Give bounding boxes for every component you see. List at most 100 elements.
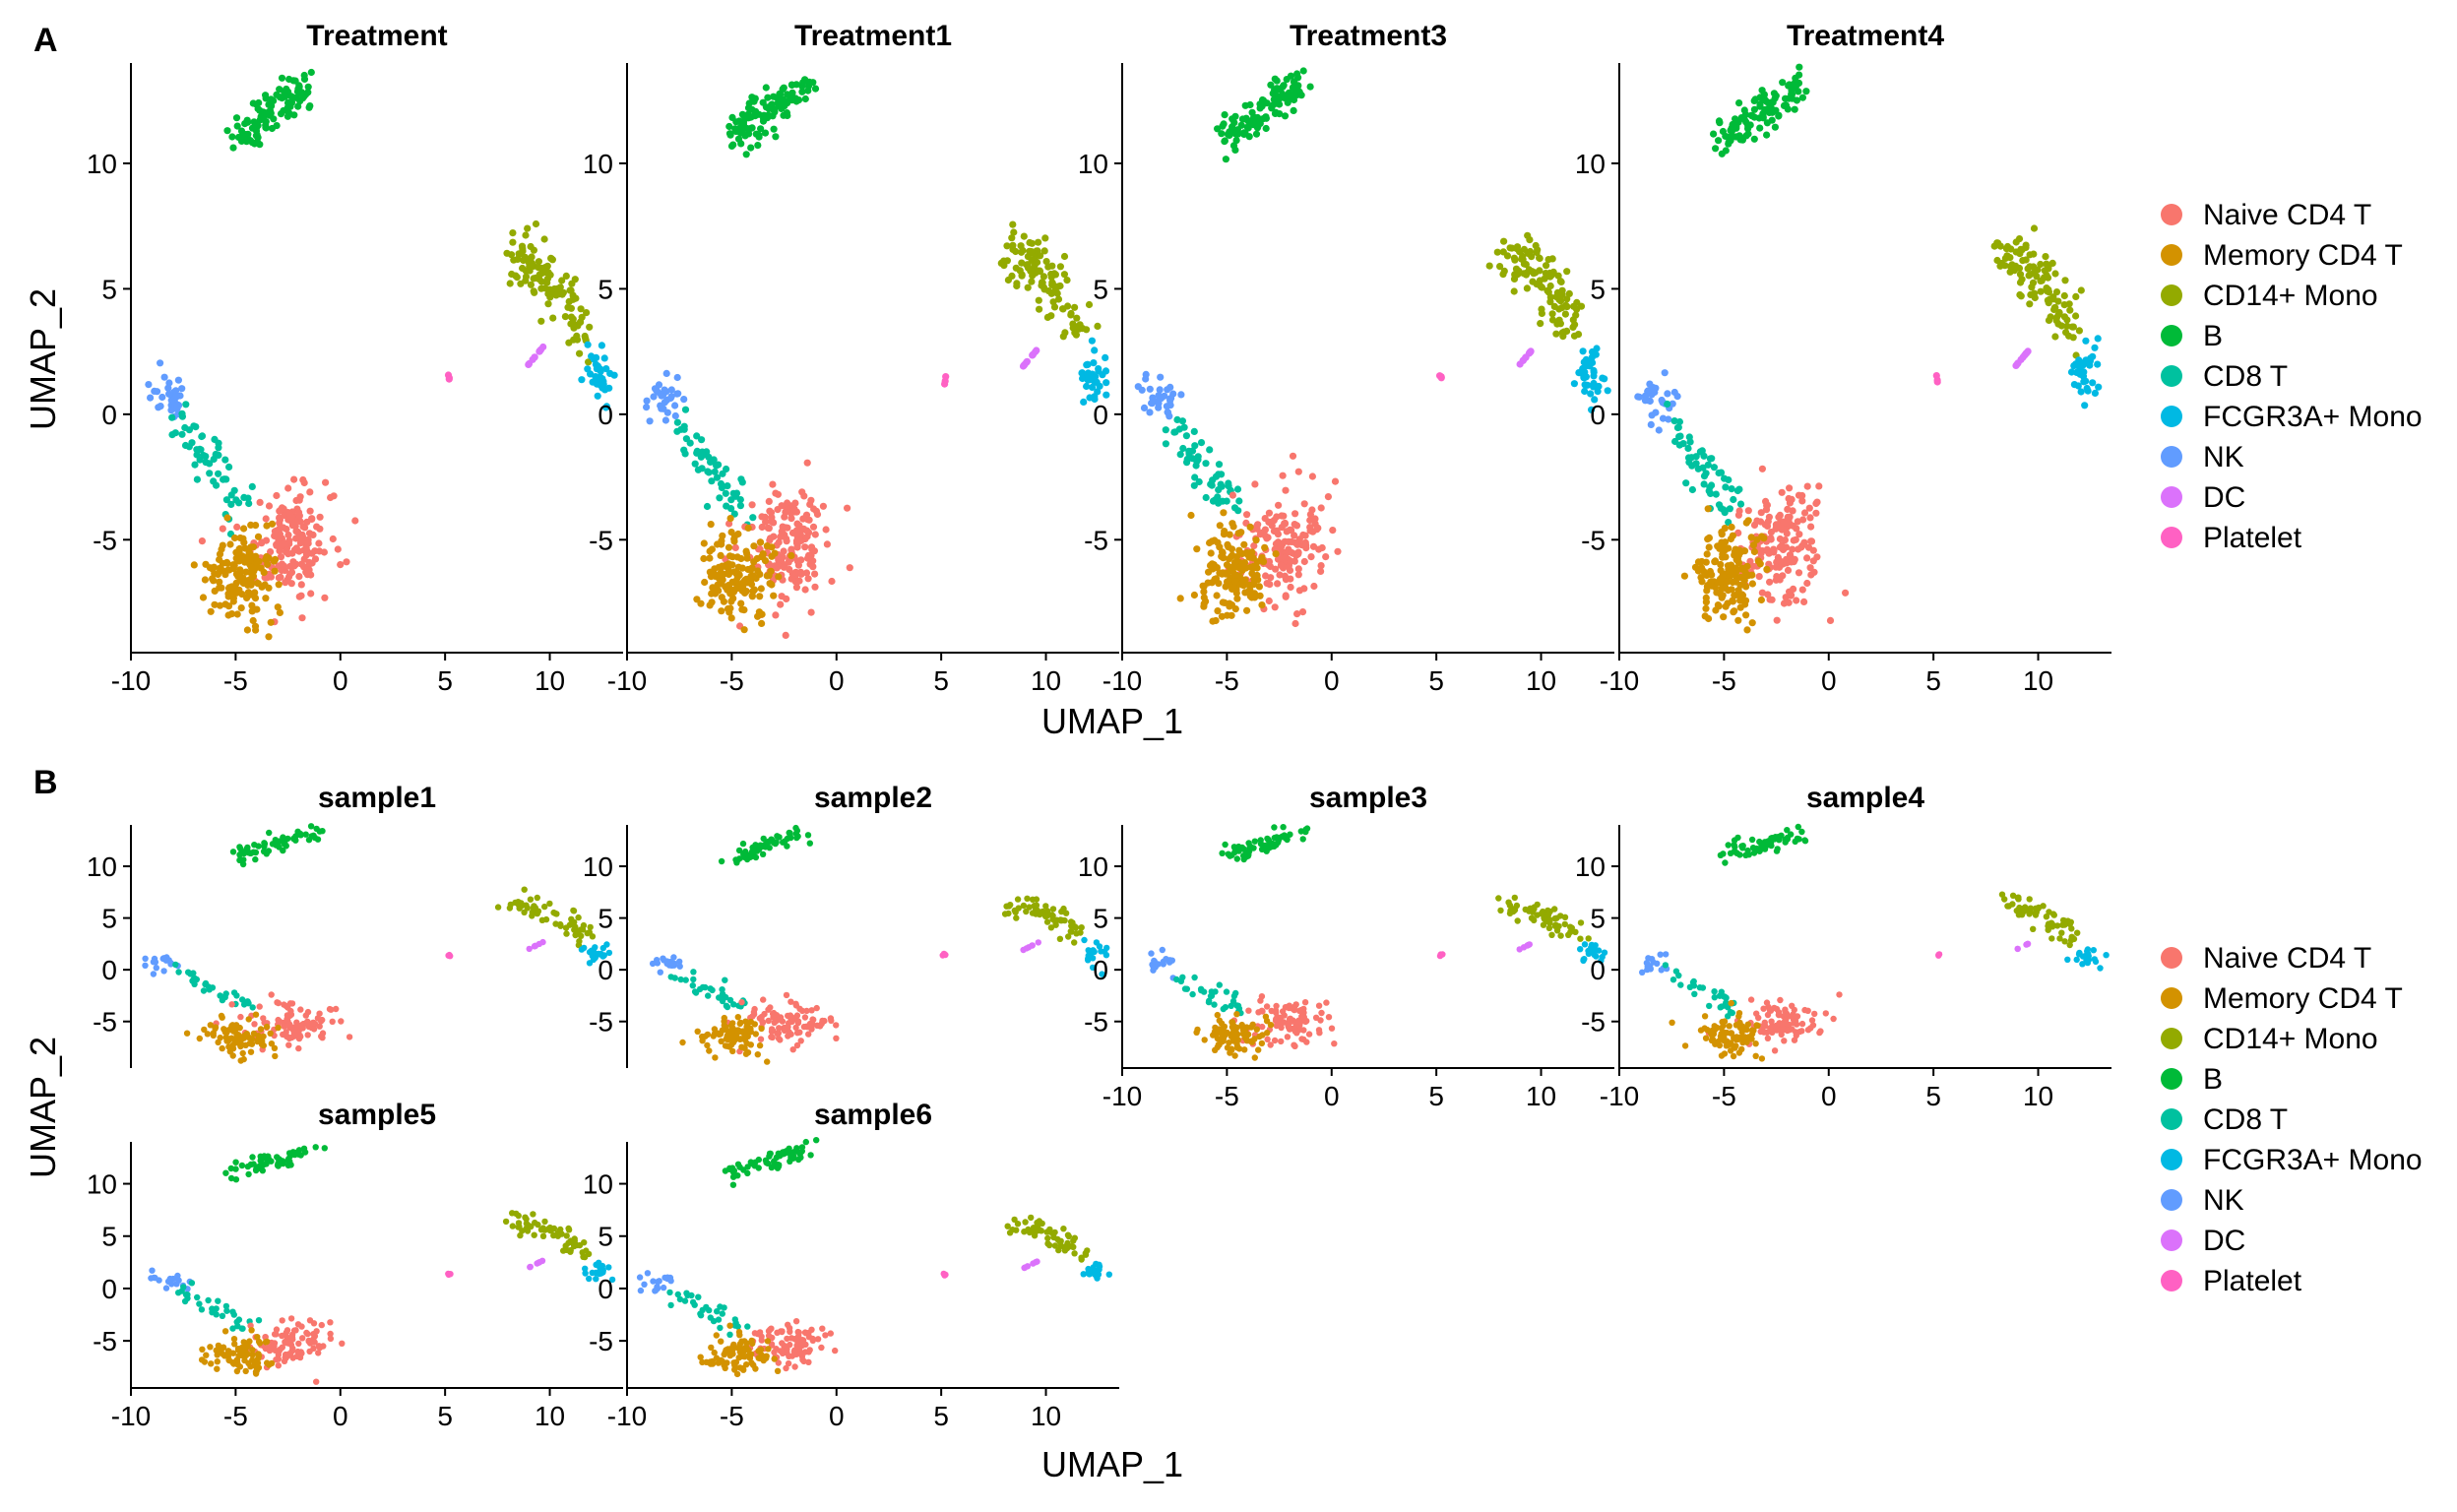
point-cd8-t: [707, 458, 715, 466]
point-b: [1788, 91, 1796, 98]
point-cd14-mono: [541, 1218, 548, 1226]
point-b: [1768, 116, 1776, 124]
point-naive-cd4-t: [327, 1319, 334, 1326]
point-b: [1784, 827, 1791, 834]
point-memory-cd4-t: [1253, 1026, 1261, 1033]
point-naive-cd4-t: [778, 528, 786, 536]
point-naive-cd4-t: [805, 1031, 812, 1038]
point-cd14-mono: [1037, 252, 1044, 260]
point-memory-cd4-t: [271, 567, 279, 575]
point-memory-cd4-t: [1255, 583, 1263, 591]
point-cd8-t: [215, 470, 222, 477]
point-naive-cd4-t: [846, 564, 853, 572]
point-memory-cd4-t: [229, 1350, 237, 1356]
point-memory-cd4-t: [238, 1041, 245, 1048]
point-cd8-t: [682, 435, 691, 443]
point-memory-cd4-t: [1735, 1034, 1742, 1041]
point-memory-cd4-t: [266, 1361, 273, 1368]
point-b: [771, 1162, 778, 1169]
point-naive-cd4-t: [1300, 500, 1308, 508]
point-cd14-mono: [586, 323, 594, 331]
point-cd14-mono: [1009, 220, 1017, 228]
point-cd14-mono: [571, 276, 579, 284]
point-fcgr3a-mono: [594, 364, 602, 372]
point-naive-cd4-t: [731, 543, 739, 552]
point-naive-cd4-t: [772, 611, 780, 619]
point-cd8-t: [723, 1002, 730, 1009]
point-fcgr3a-mono: [2074, 382, 2082, 390]
point-b: [1219, 850, 1226, 856]
point-memory-cd4-t: [748, 592, 756, 599]
point-memory-cd4-t: [730, 533, 739, 540]
point-memory-cd4-t: [1740, 547, 1749, 555]
point-b: [765, 838, 772, 846]
point-memory-cd4-t: [1251, 1054, 1259, 1061]
point-b: [1795, 88, 1802, 95]
point-memory-cd4-t: [788, 551, 795, 560]
point-b: [1796, 63, 1803, 71]
point-naive-cd4-t: [1271, 603, 1279, 611]
point-naive-cd4-t: [318, 1033, 325, 1040]
point-b: [236, 851, 243, 858]
point-naive-cd4-t: [782, 1024, 789, 1032]
point-cd8-t: [1700, 480, 1708, 488]
point-cd8-t: [1711, 988, 1718, 995]
point-cd8-t: [1206, 446, 1214, 454]
point-cd14-mono: [562, 272, 570, 280]
point-naive-cd4-t: [787, 1014, 793, 1021]
point-cd14-mono: [1024, 895, 1031, 902]
point-naive-cd4-t: [1780, 599, 1789, 607]
point-naive-cd4-t: [256, 498, 264, 506]
point-naive-cd4-t: [260, 1015, 267, 1022]
point-cd14-mono: [530, 1211, 536, 1218]
point-naive-cd4-t: [1773, 616, 1781, 624]
point-b: [245, 1170, 252, 1178]
point-b: [1240, 129, 1248, 137]
point-b: [250, 1161, 257, 1167]
point-naive-cd4-t: [281, 1357, 288, 1365]
point-b: [1796, 71, 1803, 79]
point-fcgr3a-mono: [2075, 357, 2084, 365]
point-cd14-mono: [1536, 254, 1544, 263]
point-memory-cd4-t: [255, 1364, 263, 1371]
point-cd14-mono: [573, 336, 582, 344]
point-naive-cd4-t: [233, 523, 241, 532]
point-cd8-t: [1728, 485, 1735, 493]
point-memory-cd4-t: [224, 602, 233, 610]
point-naive-cd4-t: [279, 1317, 285, 1324]
point-naive-cd4-t: [801, 543, 809, 551]
point-memory-cd4-t: [1717, 560, 1725, 569]
point-cd14-mono: [562, 924, 570, 931]
point-b: [241, 120, 249, 128]
point-naive-cd4-t: [305, 530, 314, 537]
point-memory-cd4-t: [267, 618, 275, 626]
point-cd8-t: [200, 987, 208, 994]
point-cd14-mono: [1049, 915, 1056, 922]
point-naive-cd4-t: [791, 499, 799, 507]
point-fcgr3a-mono: [2091, 344, 2099, 351]
point-memory-cd4-t: [1728, 999, 1734, 1007]
point-cd14-mono: [1029, 257, 1037, 265]
point-memory-cd4-t: [1231, 578, 1239, 586]
point-cd14-mono: [556, 1228, 563, 1235]
point-cd14-mono: [1094, 322, 1102, 330]
point-cd14-mono: [2046, 909, 2052, 915]
point-cd14-mono: [1056, 935, 1064, 942]
y-tick-label: 0: [1093, 400, 1108, 430]
point-platelet: [1933, 376, 1941, 384]
point-fcgr3a-mono: [1587, 390, 1595, 398]
legend-label: CD8 T: [2203, 360, 2288, 393]
point-cd8-t: [1190, 427, 1198, 435]
point-naive-cd4-t: [758, 513, 766, 521]
point-naive-cd4-t: [797, 1038, 804, 1044]
point-naive-cd4-t: [1807, 523, 1815, 531]
point-cd8-t: [697, 453, 705, 461]
point-cd8-t: [1690, 982, 1698, 989]
point-naive-cd4-t: [256, 1003, 263, 1010]
point-memory-cd4-t: [746, 578, 754, 586]
point-naive-cd4-t: [804, 551, 813, 560]
point-naive-cd4-t: [327, 1335, 335, 1343]
point-cd8-t: [1234, 507, 1242, 515]
point-naive-cd4-t: [291, 1032, 298, 1039]
point-fcgr3a-mono: [592, 944, 598, 951]
